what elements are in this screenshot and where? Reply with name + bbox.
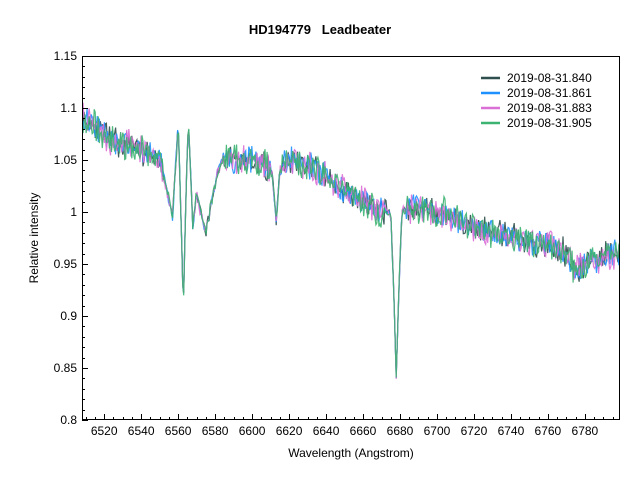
- legend-item: 2019-08-31.840: [481, 71, 592, 85]
- x-tick-label: 6520: [91, 424, 118, 438]
- x-tick-label: 6680: [387, 424, 414, 438]
- x-tick-label: 6620: [276, 424, 303, 438]
- y-tick-label: 1.1: [60, 101, 77, 115]
- y-tick-label: 0.95: [54, 257, 78, 271]
- x-axis: 6520 6540 6560 6580 6600 6620 6640 6660 6680 6700…: [86, 414, 614, 438]
- x-axis-title: Wavelength (Angstrom): [288, 446, 414, 460]
- plot-frame: [82, 56, 620, 420]
- legend: 2019-08-31.8402019-08-31.8612019-08-31.8…: [481, 71, 592, 130]
- y-tick-label: 1: [70, 205, 77, 219]
- legend-label: 2019-08-31.905: [507, 116, 592, 130]
- x-tick-label: 6720: [461, 424, 488, 438]
- y-axis-title: Relative intensity: [27, 193, 41, 284]
- x-tick-label: 6780: [572, 424, 599, 438]
- x-tick-label: 6600: [239, 424, 266, 438]
- legend-label: 2019-08-31.861: [507, 86, 592, 100]
- y-tick-label: 1.15: [54, 49, 78, 63]
- y-tick-label: 0.9: [60, 309, 77, 323]
- y-tick-label: 1.05: [54, 153, 78, 167]
- x-tick-label: 6560: [165, 424, 192, 438]
- series-layer: [82, 102, 620, 379]
- legend-item: 2019-08-31.861: [481, 86, 592, 100]
- x-tick-label: 6580: [202, 424, 229, 438]
- chart-title: HD194779 Leadbeater: [248, 22, 392, 37]
- legend-label: 2019-08-31.883: [507, 101, 592, 115]
- y-axis: 0.8 0.85 0.9 0.95 1 1.05 1.1 1.15: [54, 49, 88, 427]
- legend-item: 2019-08-31.905: [481, 116, 592, 130]
- x-tick-label: 6740: [498, 424, 525, 438]
- x-tick-label: 6700: [424, 424, 451, 438]
- x-tick-label: 6640: [313, 424, 340, 438]
- y-tick-label: 0.85: [54, 361, 78, 375]
- x-tick-label: 6760: [535, 424, 562, 438]
- y-tick-label: 0.8: [60, 413, 77, 427]
- x-tick-label: 6540: [128, 424, 155, 438]
- legend-item: 2019-08-31.883: [481, 101, 592, 115]
- x-tick-label: 6660: [350, 424, 377, 438]
- legend-label: 2019-08-31.840: [507, 71, 592, 85]
- series-line-2019-08-31.905: [82, 109, 620, 378]
